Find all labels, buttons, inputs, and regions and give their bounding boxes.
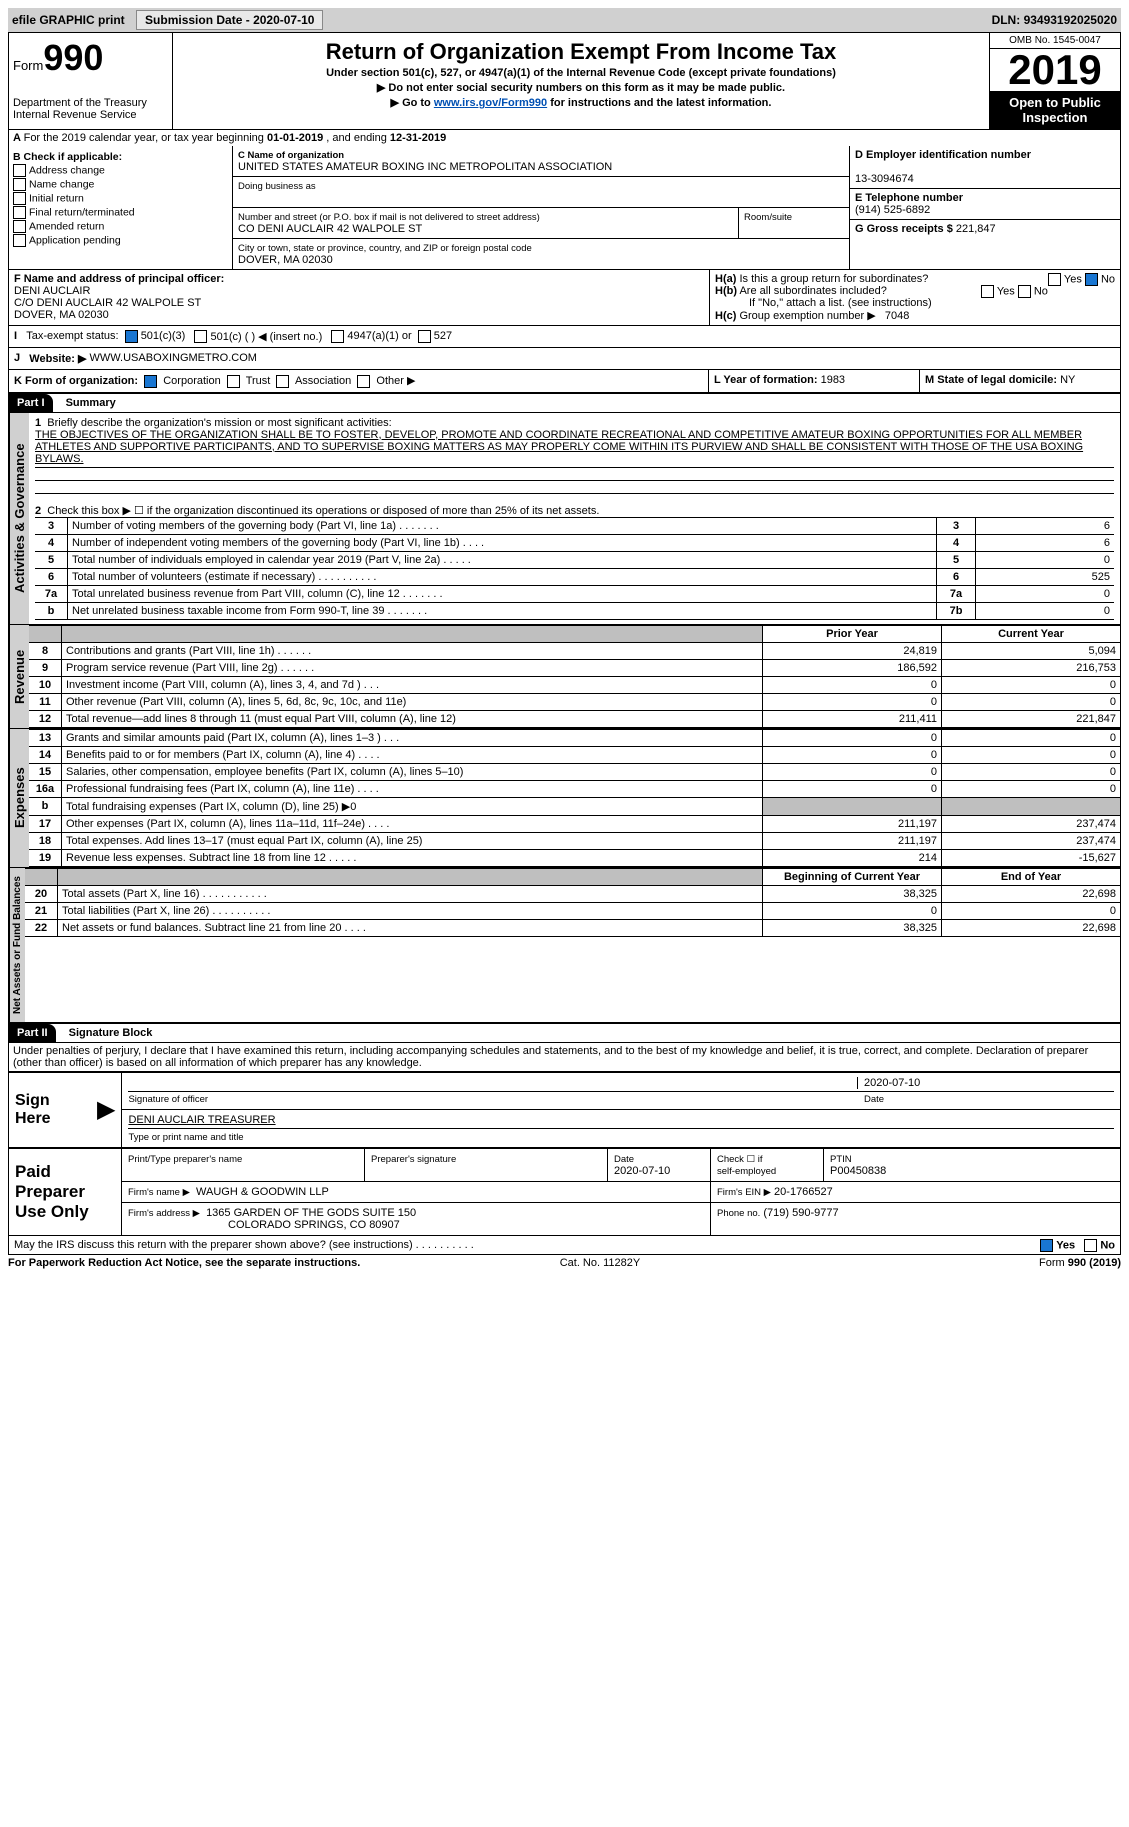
dept-label: Department of the Treasury: [13, 97, 168, 109]
section-klm: K Form of organization: Corporation Trus…: [8, 370, 1121, 393]
discuss-no[interactable]: [1084, 1239, 1097, 1252]
website: WWW.USABOXINGMETRO.COM: [90, 352, 257, 365]
submission-date-btn[interactable]: Submission Date - 2020-07-10: [136, 10, 323, 30]
section-a: A For the 2019 calendar year, or tax yea…: [8, 130, 1121, 146]
section-j: J Website: ▶ WWW.USABOXINGMETRO.COM: [8, 348, 1121, 370]
form-number: Form990: [13, 37, 168, 79]
city: DOVER, MA 02030: [238, 254, 333, 266]
footer: For Paperwork Reduction Act Notice, see …: [8, 1255, 1121, 1269]
expenses-table: 13Grants and similar amounts paid (Part …: [29, 729, 1120, 867]
section-fh: F Name and address of principal officer:…: [8, 270, 1121, 326]
revenue-table: Prior YearCurrent Year8Contributions and…: [29, 625, 1120, 728]
hb-no[interactable]: [1018, 285, 1031, 298]
irs-link[interactable]: www.irs.gov/Form990: [434, 97, 547, 109]
ha-yes[interactable]: [1048, 273, 1061, 286]
chk-pending[interactable]: [13, 234, 26, 247]
officer-name: DENI AUCLAIR: [14, 285, 90, 297]
chk-amended[interactable]: [13, 220, 26, 233]
tab-expenses: Expenses: [9, 729, 29, 867]
form-header: Form990 Department of the Treasury Inter…: [8, 32, 1121, 130]
chk-corp[interactable]: [144, 375, 157, 388]
firm-phone: (719) 590-9777: [763, 1207, 838, 1219]
chk-527[interactable]: [418, 330, 431, 343]
section-c: C Name of organizationUNITED STATES AMAT…: [233, 146, 849, 269]
ha-no[interactable]: [1085, 273, 1098, 286]
arrow-icon: ▶: [91, 1072, 122, 1147]
section-i: I Tax-exempt status: 501(c)(3) 501(c) ( …: [8, 326, 1121, 348]
chk-501c3[interactable]: [125, 330, 138, 343]
chk-4947[interactable]: [331, 330, 344, 343]
chk-initial-return[interactable]: [13, 192, 26, 205]
ein: 13-3094674: [855, 173, 914, 185]
ptin: P00450838: [830, 1165, 886, 1177]
subtitle-2: ▶ Do not enter social security numbers o…: [177, 81, 985, 94]
tab-netassets: Net Assets or Fund Balances: [9, 868, 25, 1022]
part-ii-header: Part II: [9, 1024, 56, 1042]
subtitle-1: Under section 501(c), 527, or 4947(a)(1)…: [177, 67, 985, 79]
irs-label: Internal Revenue Service: [13, 109, 168, 121]
tax-year: 2019: [990, 49, 1120, 91]
gross-receipts: 221,847: [956, 223, 996, 235]
discuss-yes[interactable]: [1040, 1239, 1053, 1252]
governance-table: 3Number of voting members of the governi…: [35, 517, 1114, 620]
street: CO DENI AUCLAIR 42 WALPOLE ST: [238, 223, 422, 235]
hb-yes[interactable]: [981, 285, 994, 298]
firm-ein: 20-1766527: [774, 1186, 833, 1198]
chk-other[interactable]: [357, 375, 370, 388]
declaration: Under penalties of perjury, I declare th…: [8, 1043, 1121, 1072]
subtitle-3: ▶ Go to www.irs.gov/Form990 for instruct…: [177, 96, 985, 109]
efile-label: efile GRAPHIC print: [12, 13, 125, 27]
group-exemption: 7048: [885, 310, 909, 322]
chk-name-change[interactable]: [13, 178, 26, 191]
chk-501c[interactable]: [194, 330, 207, 343]
phone: (914) 525-6892: [855, 204, 930, 216]
discuss-row: May the IRS discuss this return with the…: [8, 1236, 1121, 1255]
form-title: Return of Organization Exempt From Incom…: [177, 39, 985, 65]
open-inspection: Open to Public Inspection: [990, 91, 1120, 129]
chk-address-change[interactable]: [13, 164, 26, 177]
section-deg: D Employer identification number13-30946…: [849, 146, 1120, 269]
chk-final-return[interactable]: [13, 206, 26, 219]
top-bar: efile GRAPHIC print Submission Date - 20…: [8, 8, 1121, 32]
preparer-table: Paid Preparer Use Only Print/Type prepar…: [8, 1148, 1121, 1236]
netassets-table: Beginning of Current YearEnd of Year20To…: [25, 868, 1120, 937]
chk-assoc[interactable]: [276, 375, 289, 388]
dln: DLN: 93493192025020: [992, 13, 1117, 27]
tab-governance: Activities & Governance: [9, 413, 29, 624]
section-b: B Check if applicable: Address change Na…: [9, 146, 233, 269]
sign-here-table: Sign Here ▶ 2020-07-10 Signature of offi…: [8, 1072, 1121, 1148]
firm-name: WAUGH & GOODWIN LLP: [196, 1186, 329, 1198]
chk-trust[interactable]: [227, 375, 240, 388]
officer-name-title: DENI AUCLAIR TREASURER: [128, 1114, 275, 1126]
section-bcdefg: B Check if applicable: Address change Na…: [8, 146, 1121, 270]
part-i-header: Part I: [9, 394, 53, 412]
org-name: UNITED STATES AMATEUR BOXING INC METROPO…: [238, 161, 612, 173]
tab-revenue: Revenue: [9, 625, 29, 728]
mission-text: THE OBJECTIVES OF THE ORGANIZATION SHALL…: [35, 429, 1083, 465]
